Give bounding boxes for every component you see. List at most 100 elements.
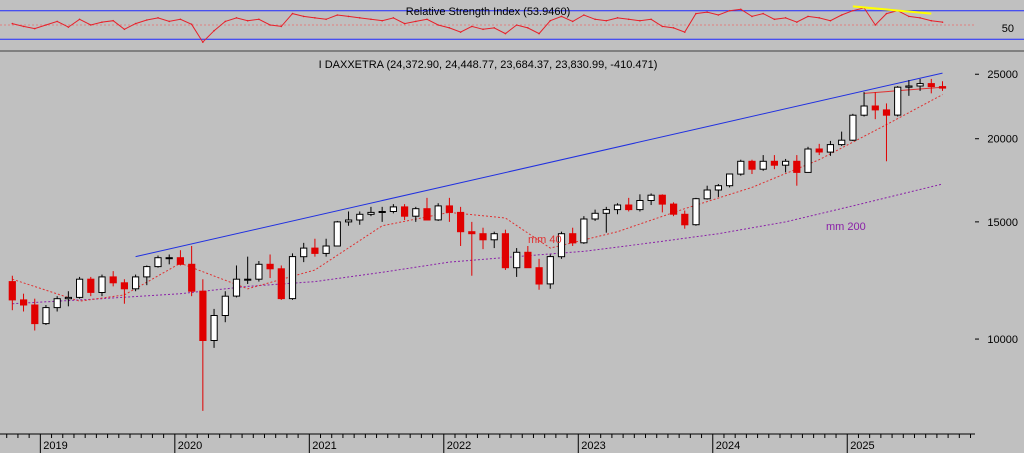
annotation-mm40: mm 40 [528,234,562,246]
candle [501,229,509,270]
candle-body [42,307,50,325]
candle-body [882,109,891,116]
candle [882,103,891,162]
candle-body [221,295,229,317]
candle-body [826,144,834,153]
candle [647,193,655,206]
candle [367,206,375,217]
y-tick-label-15000: 15000 [987,217,1018,229]
candle [726,173,734,188]
rsi-point [414,20,417,23]
rsi-point [885,12,888,15]
candle [569,227,577,246]
candle [76,276,84,299]
candle [613,203,622,215]
candle [860,92,868,117]
candle-body [345,219,353,223]
rsi-point [33,27,36,30]
candle [109,271,117,287]
candle [815,143,823,156]
candle [8,275,16,311]
rsi-point [381,19,383,22]
rsi-point [56,20,58,23]
candle [20,293,28,312]
candle [389,204,397,214]
candle [692,197,700,226]
rsi-point [269,24,271,26]
candle-body [770,160,778,166]
candle-body [20,299,28,306]
rsi-point [773,18,776,21]
candle-body [905,85,913,88]
candle [378,206,386,222]
candle [602,206,610,233]
mm40-line [12,94,943,302]
candle [580,216,588,244]
candle [255,261,263,282]
candle-body [871,105,879,111]
rsi-point [672,27,675,29]
rsi-axis-bg [975,0,1024,50]
candle-body [759,160,767,170]
upper-trendline [135,72,943,258]
candle-body [87,278,95,293]
rsi-point [941,21,944,23]
candle-body [569,233,577,244]
rsi-point [549,19,552,22]
candle [333,220,341,247]
rsi-point [224,20,227,23]
x-tick-label-2023: 2023 [581,440,605,452]
candle-body [748,160,756,170]
rsi-point [78,18,81,21]
candle [826,140,834,156]
candle-body [378,211,386,213]
rsi-point [67,26,70,28]
candle [143,265,151,286]
candle [401,204,409,220]
rsi-point [358,17,361,19]
price-panel-bg [0,52,975,434]
rsi-point [370,18,372,21]
candle [557,231,566,259]
rsi-point [504,32,507,35]
candle-body [782,160,790,166]
rsi-point [919,17,921,19]
price-y-axis: 25000 20000 15000 10000 [975,69,1018,346]
rsi-point [101,21,103,23]
x-tick-label-2019: 2019 [43,440,67,452]
candle [221,291,229,323]
candle-body [479,233,487,241]
candle-body [188,263,196,292]
rsi-point [168,20,171,23]
rsi-point [627,18,630,21]
candle-body [793,160,801,173]
rsi-point [202,41,204,43]
y-tick-label-20000: 20000 [987,134,1018,146]
candle-body [726,173,734,187]
candle-body [457,211,465,233]
candle [703,185,711,200]
rsi-series-line [12,7,943,43]
candle [905,80,913,96]
rsi-point [448,27,451,29]
candle-body [333,221,341,247]
candle [42,305,50,325]
candle-body [445,205,453,213]
candle [490,231,498,249]
x-tick-label-2024: 2024 [716,440,740,452]
rsi-trend-line [852,5,932,15]
rsi-point [650,18,652,21]
rsi-point [459,31,462,33]
candle [322,238,330,257]
rsi-point [796,21,798,23]
candle [199,279,207,411]
rsi-tick-label-50: 50 [1002,23,1014,35]
rsi-point [258,18,260,21]
candle-body [120,282,129,290]
candle [53,296,61,312]
candle [591,209,599,221]
candle-body [681,213,689,226]
candle [782,158,790,173]
rsi-point [325,18,327,21]
